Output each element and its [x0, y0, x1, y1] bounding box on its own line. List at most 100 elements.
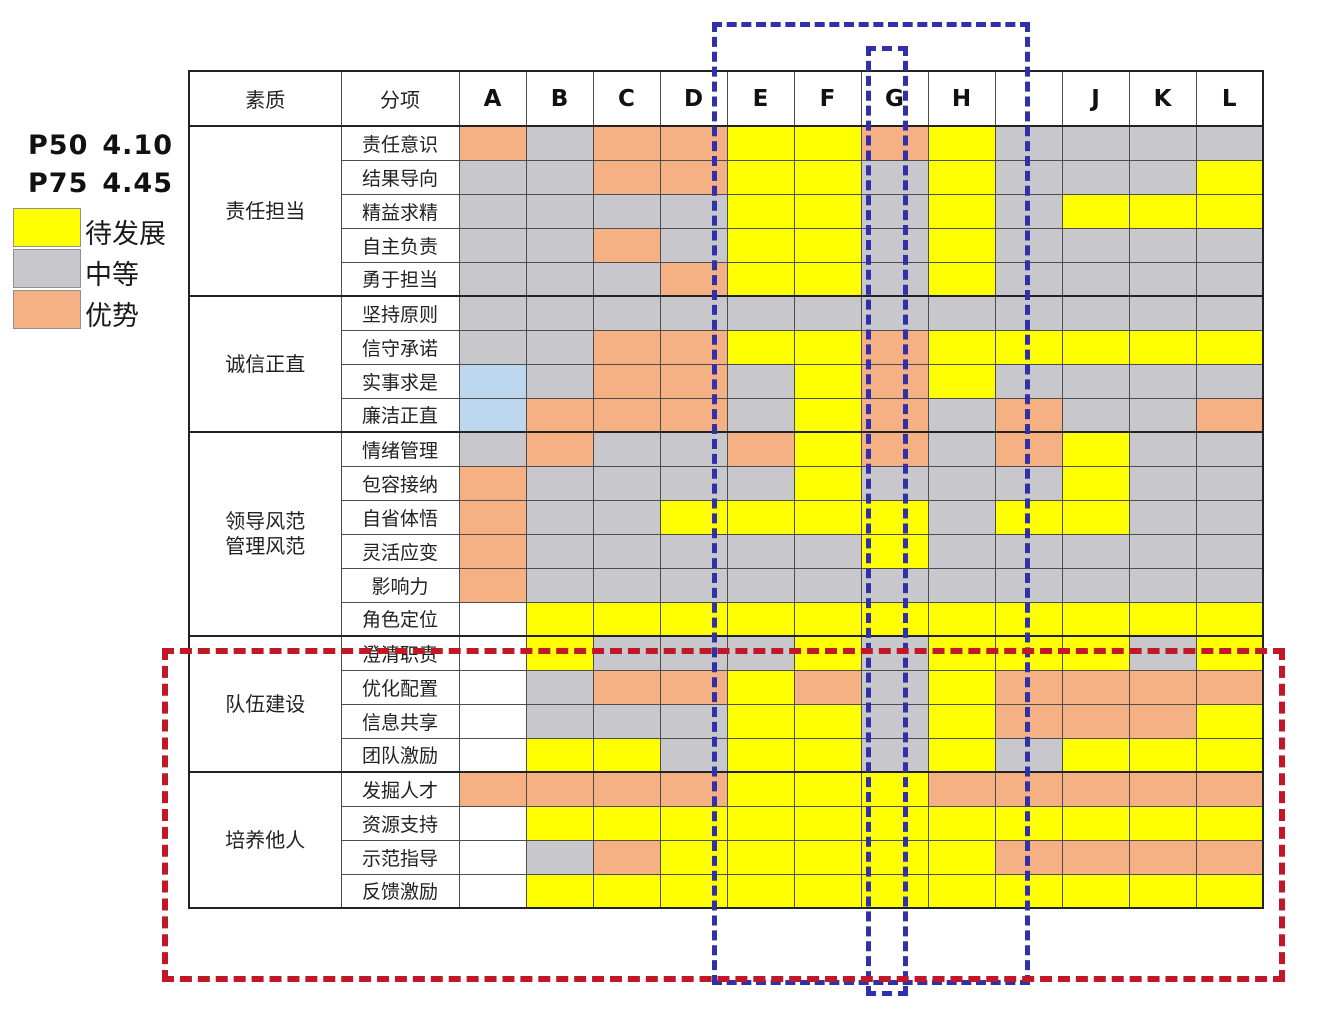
matrix-cell	[525, 873, 594, 909]
matrix-cell	[525, 261, 594, 297]
matrix-row: 资源支持	[189, 805, 1264, 841]
matrix-cell	[659, 737, 728, 773]
matrix-cell	[458, 295, 527, 331]
matrix-cell	[793, 771, 862, 807]
matrix-cell	[927, 159, 996, 195]
matrix-cell	[659, 805, 728, 841]
matrix-cell	[1128, 193, 1197, 229]
matrix-cell	[1195, 669, 1264, 705]
matrix-cell	[860, 635, 929, 671]
matrix-cell	[726, 703, 795, 739]
matrix-cell	[994, 601, 1063, 637]
matrix-row: 精益求精	[189, 193, 1264, 229]
matrix-cell	[994, 839, 1063, 875]
matrix-cell	[592, 465, 661, 501]
matrix-cell	[659, 703, 728, 739]
subitem-cell: 责任意识	[340, 125, 460, 161]
matrix-cell	[1195, 703, 1264, 739]
matrix-row: 灵活应变	[189, 533, 1264, 569]
matrix-cell	[659, 125, 728, 161]
header-quality: 素质	[188, 70, 342, 127]
matrix-cell	[994, 125, 1063, 161]
matrix-cell	[793, 635, 862, 671]
matrix-cell	[927, 839, 996, 875]
matrix-cell	[1061, 839, 1130, 875]
matrix-cell	[659, 567, 728, 603]
matrix-cell	[994, 261, 1063, 297]
subitem-cell: 示范指导	[340, 839, 460, 875]
matrix-cell	[525, 839, 594, 875]
matrix-cell	[994, 703, 1063, 739]
matrix-cell	[458, 363, 527, 399]
matrix-cell	[860, 363, 929, 399]
matrix-cell	[994, 227, 1063, 263]
matrix-cell	[1195, 261, 1264, 297]
legend-label-medium: 中等	[85, 260, 139, 291]
matrix-cell	[793, 669, 862, 705]
matrix-cell	[927, 533, 996, 569]
matrix-cell	[1061, 465, 1130, 501]
matrix-cell	[726, 805, 795, 841]
matrix-cell	[927, 431, 996, 467]
matrix-cell	[994, 635, 1063, 671]
subitem-cell: 信息共享	[340, 703, 460, 739]
matrix-cell	[726, 431, 795, 467]
matrix-cell	[525, 669, 594, 705]
matrix-cell	[1195, 193, 1264, 229]
matrix-cell	[1061, 873, 1130, 909]
matrix-cell	[860, 295, 929, 331]
matrix-cell	[1195, 499, 1264, 535]
matrix-cell	[1061, 805, 1130, 841]
matrix-cell	[659, 533, 728, 569]
matrix-cell	[860, 839, 929, 875]
matrix-cell	[525, 397, 594, 433]
matrix-cell	[659, 227, 728, 263]
matrix-cell	[525, 295, 594, 331]
matrix-cell	[525, 499, 594, 535]
matrix-cell	[927, 193, 996, 229]
p75-value: 4.45	[102, 168, 173, 199]
matrix-cell	[1128, 227, 1197, 263]
matrix-cell	[726, 227, 795, 263]
subitem-cell: 结果导向	[340, 159, 460, 195]
col-header: C	[592, 70, 661, 127]
subitem-cell: 自主负责	[340, 227, 460, 263]
subitem-cell: 影响力	[340, 567, 460, 603]
matrix-cell	[525, 567, 594, 603]
matrix-row: 结果导向	[189, 159, 1264, 195]
matrix-cell	[1128, 771, 1197, 807]
subitem-cell: 反馈激励	[340, 873, 460, 909]
col-header: A	[458, 70, 527, 127]
matrix-row: 影响力	[189, 567, 1264, 603]
legend-swatch-develop	[13, 208, 81, 247]
matrix-row: 优化配置	[189, 669, 1264, 705]
matrix-cell	[927, 499, 996, 535]
matrix-cell	[458, 839, 527, 875]
matrix-cell	[458, 601, 527, 637]
matrix-cell	[927, 567, 996, 603]
matrix-cell	[726, 261, 795, 297]
matrix-cell	[994, 363, 1063, 399]
matrix-cell	[525, 159, 594, 195]
matrix-cell	[458, 771, 527, 807]
matrix-cell	[994, 805, 1063, 841]
matrix-cell	[1195, 227, 1264, 263]
matrix-cell	[793, 261, 862, 297]
matrix-cell	[1061, 567, 1130, 603]
matrix-cell	[458, 227, 527, 263]
matrix-cell	[793, 533, 862, 569]
matrix-cell	[1061, 261, 1130, 297]
matrix-cell	[994, 329, 1063, 365]
quality-cell: 责任担当	[188, 125, 342, 297]
matrix-cell	[1195, 635, 1264, 671]
matrix-row: 团队激励	[189, 737, 1264, 773]
matrix-cell	[994, 397, 1063, 433]
col-header: F	[793, 70, 862, 127]
matrix-cell	[592, 703, 661, 739]
matrix-cell	[994, 669, 1063, 705]
matrix-cell	[1128, 499, 1197, 535]
matrix-cell	[726, 771, 795, 807]
matrix-cell	[793, 295, 862, 331]
matrix-cell	[1195, 295, 1264, 331]
matrix-cell	[1128, 125, 1197, 161]
